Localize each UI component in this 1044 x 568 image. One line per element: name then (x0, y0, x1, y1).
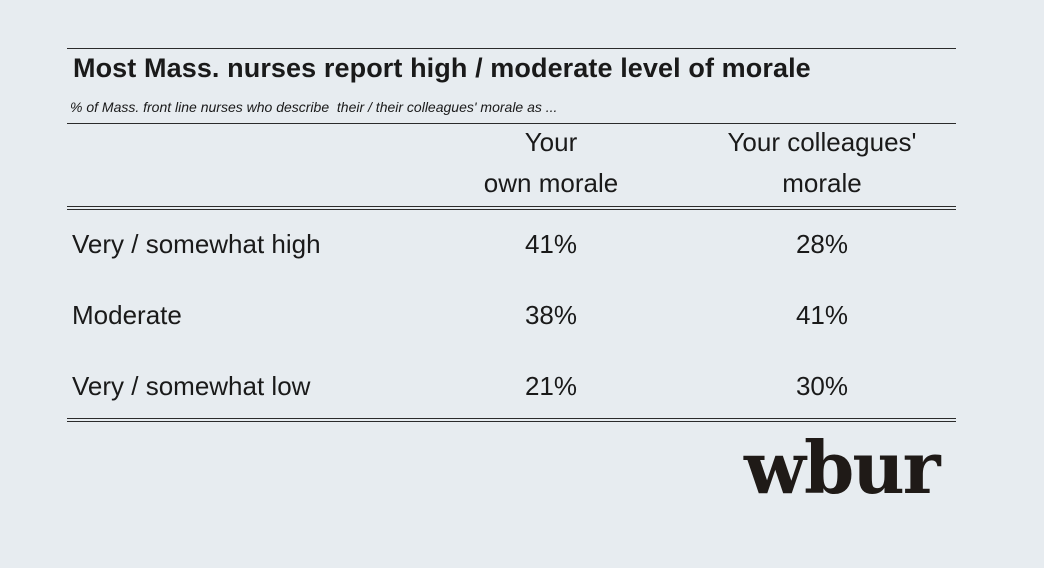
column-header-colleagues-morale: Your colleagues' morale (701, 122, 943, 204)
column-header-line: Your colleagues' (727, 127, 917, 157)
column-header-own-morale: Your own morale (451, 122, 651, 204)
row-label: Very / somewhat high (72, 229, 321, 259)
chart-subtitle: % of Mass. front line nurses who describ… (70, 99, 558, 115)
table-cell: 41% (795, 300, 849, 330)
bottom-double-rule-bottom (67, 421, 956, 422)
column-header-line: Your (524, 127, 578, 157)
row-label: Very / somewhat low (72, 371, 311, 401)
column-header-line: own morale (483, 168, 619, 198)
table-cell: 30% (795, 371, 849, 401)
table-cell: 28% (795, 229, 849, 259)
row-label: Moderate (72, 300, 182, 330)
bottom-double-rule-top (67, 418, 956, 419)
table-cell: 38% (524, 300, 578, 330)
subtitle-rule (67, 123, 956, 124)
table-cell: 21% (524, 371, 578, 401)
table-cell: 41% (524, 229, 578, 259)
wbur-logo: wbur (744, 425, 941, 510)
chart-title: Most Mass. nurses report high / moderate… (73, 53, 811, 83)
column-header-line: morale (782, 168, 862, 198)
header-double-rule-bottom (67, 209, 956, 210)
header-double-rule-top (67, 206, 956, 207)
top-rule (67, 48, 956, 49)
